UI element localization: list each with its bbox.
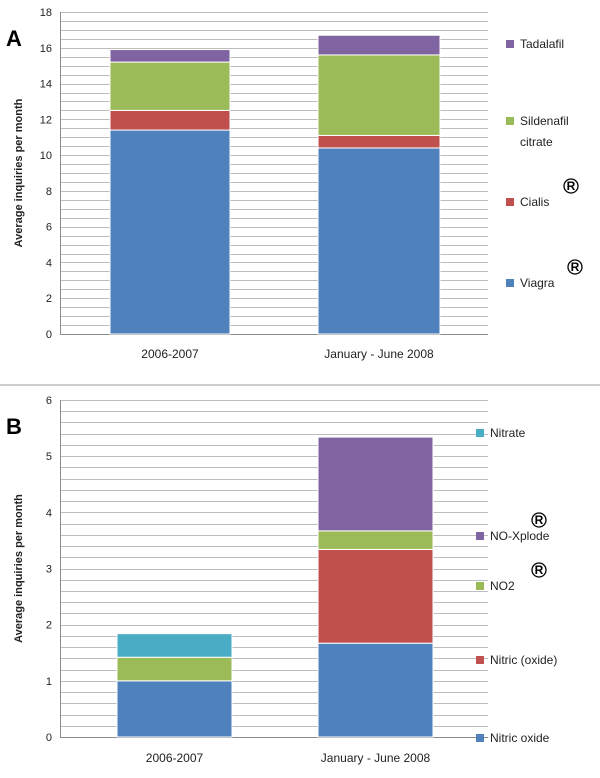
panel-a-registered-circle: [563, 178, 579, 194]
chart-panel-a: 0 2 4 6 8 10 12 14 16 18 Average inquiries per mon…: [6, 7, 583, 361]
panel-b-bar-segment: [116, 680, 233, 738]
panel-a-bar-segment: [317, 54, 441, 136]
panel-b-y-tick-label: 4: [46, 507, 52, 519]
panel-b-registered-circle: [531, 562, 547, 578]
panel-b-letter: B: [6, 414, 22, 439]
panel-b-legend-swatch: [476, 734, 484, 742]
panel-a-bar-segment: [109, 109, 231, 131]
panel-a-y-tick-label: 2: [46, 293, 52, 305]
panel-a-y-tick-label: 4: [46, 257, 52, 269]
panel-a-letter: A: [6, 26, 22, 51]
panel-a-legend-label: Sildenafil citrate: [520, 114, 569, 149]
panel-b-y-tick-label: 0: [46, 732, 52, 744]
panel-b-legend-swatch: [476, 532, 484, 540]
panel-a-y-tick-label: 14: [40, 79, 52, 91]
panel-b-x-tick-label: 2006-2007: [146, 751, 204, 765]
panel-a-legend-label: Tadalafil: [520, 37, 564, 51]
panel-a-y-tick-label: 12: [40, 114, 52, 126]
panel-b-legend-label: Nitric oxide: [490, 731, 550, 745]
panel-a-legend-label: Cialis: [520, 195, 549, 209]
panel-a-bar-segment: [317, 147, 441, 335]
panel-b-bar-segment: [317, 436, 434, 532]
panel-a-registered-symbol: R: [567, 179, 576, 193]
panel-b-bar-segment: [116, 656, 233, 682]
panel-a-y-tick-label: 0: [46, 329, 52, 341]
panel-b-registered-symbol: R: [535, 563, 544, 577]
panel-a-legend-swatch: [506, 117, 514, 125]
panel-b-legend-label: Nitric (oxide): [490, 653, 557, 667]
panel-a-legend-swatch: [506, 279, 514, 287]
panel-b-x-tick-label: January - June 2008: [321, 751, 431, 765]
panel-a-registered-symbol: R: [571, 260, 580, 274]
panel-b-registered-circle: [531, 512, 547, 528]
panel-b-legend-label: Nitrate: [490, 426, 526, 440]
panel-a-registered-circle: [567, 259, 583, 275]
panel-a-bar-segment: [109, 49, 231, 63]
panel-b-y-axis-title: Average inquiries per month: [13, 494, 25, 643]
panel-b-y-tick-label: 3: [46, 564, 52, 576]
panel-a-y-axis-title: Average inquiries per month: [13, 98, 25, 247]
panel-a-bar-segment: [109, 61, 231, 111]
panel-a-y-tick-label: 10: [40, 150, 52, 162]
panel-b-bar-segment: [317, 530, 434, 550]
panel-a-legend-swatch: [506, 198, 514, 206]
panel-b-legend-swatch: [476, 656, 484, 664]
panel-b-legend-swatch: [476, 429, 484, 437]
panel-a-y-tick-label: 8: [46, 186, 52, 198]
panel-a-x-tick-label: 2006-2007: [141, 347, 199, 361]
chart-panel-b: 0 1 2 3 4 5 6 Average inquiries per month B 2006-…: [6, 395, 557, 765]
panel-b-y-tick-label: 5: [46, 451, 52, 463]
panel-a-bar-segment: [109, 129, 231, 335]
panel-b-legend-swatch: [476, 582, 484, 590]
panel-b-bar-segment: [317, 642, 434, 738]
panel-b-bar-segment: [116, 633, 233, 658]
panel-b-y-tick-label: 1: [46, 676, 52, 688]
panel-a-y-tick-label: 18: [40, 7, 52, 19]
panel-a-y-tick-label: 6: [46, 222, 52, 234]
panel-a-bar-segment: [317, 134, 441, 149]
panel-b-registered-symbol: R: [535, 513, 544, 527]
panel-b-legend-label: NO2: [490, 579, 515, 593]
panel-b-y-tick-label: 6: [46, 395, 52, 407]
panel-a-legend-swatch: [506, 40, 514, 48]
panel-b-bar-segment: [317, 548, 434, 644]
panel-a-legend-label: Viagra: [520, 276, 555, 290]
panel-b-y-tick-label: 2: [46, 620, 52, 632]
panel-a-y-tick-label: 16: [40, 43, 52, 55]
panel-b-legend-label: NO-Xplode: [490, 529, 550, 543]
panel-a-bar-segment: [317, 34, 441, 56]
panel-a-x-tick-label: January - June 2008: [324, 347, 434, 361]
